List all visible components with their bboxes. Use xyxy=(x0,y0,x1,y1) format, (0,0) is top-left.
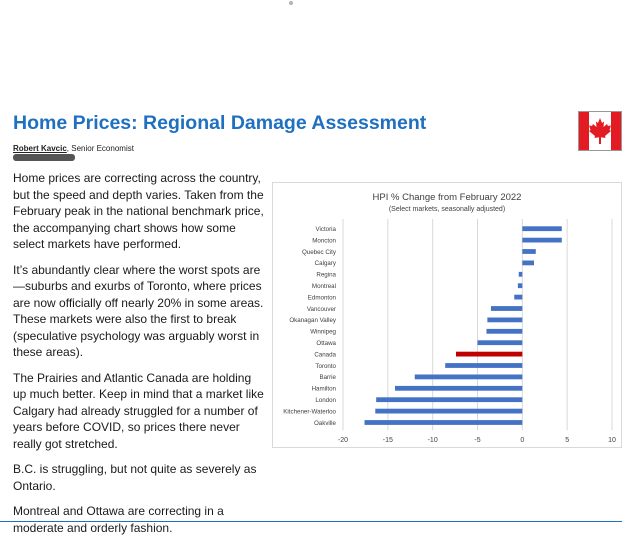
category-label: London xyxy=(315,397,336,404)
paragraph-3: The Prairies and Atlantic Canada are hol… xyxy=(13,370,264,451)
paragraph-1: Home prices are correcting across the co… xyxy=(13,171,264,251)
x-tick-label: -5 xyxy=(474,437,480,444)
canada-flag-icon xyxy=(578,111,622,151)
bar xyxy=(514,294,523,300)
paragraph-4: B.C. is struggling, but not quite as sev… xyxy=(13,462,257,493)
bar xyxy=(445,363,523,368)
category-label: Okanagan Valley xyxy=(289,317,337,324)
category-label: Winnipeg xyxy=(310,329,336,336)
bar xyxy=(376,397,523,403)
x-tick-label: 10 xyxy=(608,437,616,444)
chart-category-labels: Victoria Moncton Quebec City Calgary Regina M… xyxy=(283,226,337,427)
category-label: Toronto xyxy=(315,363,336,370)
author-line: Robert Kavcic, Senior Economist xyxy=(13,144,134,153)
bottom-divider xyxy=(0,521,622,522)
chart-gridlines xyxy=(342,219,613,431)
bar xyxy=(477,340,523,346)
hpi-chart: HPI % Change from February 2022 (Select … xyxy=(272,182,622,448)
category-label: Moncton xyxy=(312,237,336,244)
bar xyxy=(455,351,523,357)
category-label: Calgary xyxy=(315,260,337,267)
bar xyxy=(517,283,523,289)
x-tick-label: -15 xyxy=(383,437,393,444)
category-label: Hamilton xyxy=(312,386,337,393)
category-label: Edmonton xyxy=(308,294,337,301)
author-role: , Senior Economist xyxy=(66,144,134,153)
bar xyxy=(518,271,523,277)
redacted-email xyxy=(13,154,75,161)
x-tick-label: 0 xyxy=(520,437,524,444)
bar xyxy=(414,374,523,380)
bar xyxy=(522,260,534,266)
chart-subtitle: (Select markets, seasonally adjusted) xyxy=(389,206,505,213)
paragraph-2: It’s abundantly clear where the worst sp… xyxy=(13,262,264,360)
category-label: Barrie xyxy=(319,374,336,381)
category-label: Canada xyxy=(314,351,336,358)
bar xyxy=(486,328,523,334)
category-label: Victoria xyxy=(315,226,336,233)
bar xyxy=(490,306,523,311)
chart-bars xyxy=(364,226,562,425)
bar xyxy=(487,317,523,323)
bar xyxy=(522,237,562,243)
category-label: Kitchener-Waterloo xyxy=(283,408,336,415)
x-tick-label: -10 xyxy=(428,437,438,444)
paragraph-5: Montreal and Ottawa are correcting in a … xyxy=(13,504,224,535)
category-label: Oakville xyxy=(314,420,337,427)
category-label: Vancouver xyxy=(307,306,336,313)
x-tick-label: 5 xyxy=(565,437,569,444)
article-body: Home prices are correcting across the co… xyxy=(13,170,265,545)
author-name: Robert Kavcic xyxy=(13,144,67,153)
bar xyxy=(522,226,562,232)
bar xyxy=(395,385,523,391)
hpi-chart-svg: HPI % Change from February 2022 (Select … xyxy=(283,192,616,444)
category-label: Montreal xyxy=(312,283,336,290)
category-label: Regina xyxy=(316,272,336,279)
chart-x-tick-labels: -20 -15 -10 -5 0 5 10 xyxy=(338,437,616,444)
decorative-dot xyxy=(289,1,293,5)
category-label: Quebec City xyxy=(302,249,337,256)
category-label: Ottawa xyxy=(316,340,336,347)
bar xyxy=(375,408,523,414)
bar xyxy=(522,249,536,254)
chart-title: HPI % Change from February 2022 xyxy=(373,192,522,203)
bar xyxy=(364,420,523,425)
x-tick-label: -20 xyxy=(338,437,348,444)
page-title: Home Prices: Regional Damage Assessment xyxy=(13,112,427,134)
